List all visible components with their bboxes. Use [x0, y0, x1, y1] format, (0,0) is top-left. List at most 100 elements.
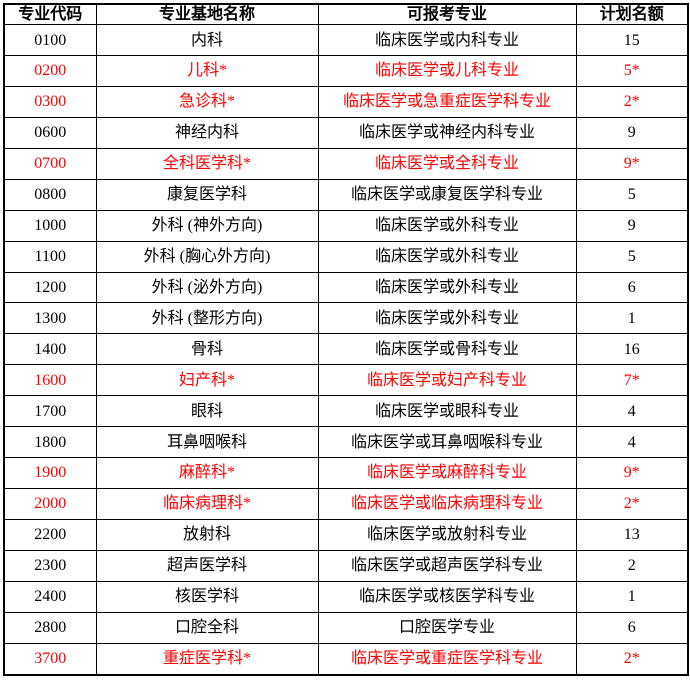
base-name-cell: 麻醉科*	[95, 457, 319, 490]
specialty-code-cell: 0800	[3, 178, 97, 211]
specialty-code-cell: 1700	[3, 395, 97, 428]
specialty-code-cell: 2300	[3, 549, 97, 582]
admission-quota-table: 专业代码 专业基地名称 可报考专业 计划名额 0100 内科 临床医学或内科专业…	[3, 3, 689, 676]
column-header-specialty-code: 专业代码	[3, 3, 97, 26]
table-row: 1200 外科 (泌外方向) 临床医学或外科专业 6	[3, 271, 689, 304]
eligible-major-cell: 临床医学或外科专业	[317, 271, 577, 304]
specialty-code-cell: 0300	[3, 86, 97, 118]
base-name-cell: 放射科	[95, 518, 319, 551]
planned-quota-cell: 2*	[575, 642, 689, 676]
eligible-major-cell: 临床医学或骨科专业	[317, 333, 577, 366]
column-header-base-name: 专业基地名称	[95, 3, 319, 26]
planned-quota-cell: 5*	[575, 55, 689, 88]
base-name-cell: 重症医学科*	[95, 642, 319, 676]
planned-quota-cell: 7*	[575, 364, 689, 397]
planned-quota-cell: 9*	[575, 147, 689, 180]
planned-quota-cell: 9*	[575, 457, 689, 490]
base-name-cell: 眼科	[95, 395, 319, 428]
planned-quota-cell: 16	[575, 333, 689, 366]
specialty-code-cell: 1300	[3, 302, 97, 335]
planned-quota-cell: 5	[575, 178, 689, 211]
table-row: 2800 口腔全科 口腔医学专业 6	[3, 611, 689, 644]
table-row: 0700 全科医学科* 临床医学或全科专业 9*	[3, 147, 689, 180]
eligible-major-cell: 临床医学或内科专业	[317, 24, 577, 57]
eligible-major-cell: 临床医学或儿科专业	[317, 55, 577, 88]
specialty-code-cell: 1000	[3, 209, 97, 242]
eligible-major-cell: 临床医学或放射科专业	[317, 518, 577, 551]
table-row: 2200 放射科 临床医学或放射科专业 13	[3, 518, 689, 551]
eligible-major-cell: 临床医学或外科专业	[317, 209, 577, 242]
specialty-code-cell: 1200	[3, 271, 97, 304]
planned-quota-cell: 4	[575, 426, 689, 459]
eligible-major-cell: 临床医学或临床病理科专业	[317, 488, 577, 520]
specialty-code-cell: 0700	[3, 147, 97, 180]
specialty-code-cell: 2000	[3, 488, 97, 520]
base-name-cell: 全科医学科*	[95, 147, 319, 180]
planned-quota-cell: 4	[575, 395, 689, 428]
base-name-cell: 外科 (胸心外方向)	[95, 240, 319, 273]
column-header-eligible-major: 可报考专业	[317, 3, 577, 26]
base-name-cell: 超声医学科	[95, 549, 319, 582]
planned-quota-cell: 2	[575, 549, 689, 582]
table-row: 1300 外科 (整形方向) 临床医学或外科专业 1	[3, 302, 689, 335]
specialty-code-cell: 2400	[3, 580, 97, 613]
eligible-major-cell: 临床医学或全科专业	[317, 147, 577, 180]
base-name-cell: 妇产科*	[95, 364, 319, 397]
table-row: 0800 康复医学科 临床医学或康复医学科专业 5	[3, 178, 689, 211]
base-name-cell: 骨科	[95, 333, 319, 366]
specialty-code-cell: 3700	[3, 642, 97, 676]
planned-quota-cell: 2*	[575, 488, 689, 520]
specialty-code-cell: 1800	[3, 426, 97, 459]
base-name-cell: 临床病理科*	[95, 488, 319, 520]
planned-quota-cell: 15	[575, 24, 689, 57]
eligible-major-cell: 临床医学或眼科专业	[317, 395, 577, 428]
planned-quota-cell: 9	[575, 116, 689, 149]
base-name-cell: 核医学科	[95, 580, 319, 613]
eligible-major-cell: 临床医学或外科专业	[317, 240, 577, 273]
eligible-major-cell: 临床医学或康复医学科专业	[317, 178, 577, 211]
base-name-cell: 神经内科	[95, 116, 319, 149]
eligible-major-cell: 临床医学或超声医学科专业	[317, 549, 577, 582]
table-row: 0200 儿科* 临床医学或儿科专业 5*	[3, 55, 689, 88]
table-row: 2400 核医学科 临床医学或核医学科专业 1	[3, 580, 689, 613]
table-row: 1000 外科 (神外方向) 临床医学或外科专业 9	[3, 209, 689, 242]
eligible-major-cell: 临床医学或神经内科专业	[317, 116, 577, 149]
table-row: 1700 眼科 临床医学或眼科专业 4	[3, 395, 689, 428]
specialty-code-cell: 0600	[3, 116, 97, 149]
base-name-cell: 外科 (整形方向)	[95, 302, 319, 335]
planned-quota-cell: 5	[575, 240, 689, 273]
table-row: 1400 骨科 临床医学或骨科专业 16	[3, 333, 689, 366]
base-name-cell: 康复医学科	[95, 178, 319, 211]
table-row: 1800 耳鼻咽喉科 临床医学或耳鼻咽喉科专业 4	[3, 426, 689, 459]
planned-quota-cell: 9	[575, 209, 689, 242]
specialty-code-cell: 1400	[3, 333, 97, 366]
base-name-cell: 急诊科*	[95, 86, 319, 118]
table-row: 1900 麻醉科* 临床医学或麻醉科专业 9*	[3, 457, 689, 490]
base-name-cell: 外科 (神外方向)	[95, 209, 319, 242]
eligible-major-cell: 临床医学或核医学科专业	[317, 580, 577, 613]
specialty-code-cell: 1600	[3, 364, 97, 397]
table-row: 3700 重症医学科* 临床医学或重症医学科专业 2*	[3, 642, 689, 676]
base-name-cell: 内科	[95, 24, 319, 57]
eligible-major-cell: 临床医学或重症医学科专业	[317, 642, 577, 676]
table-row: 1600 妇产科* 临床医学或妇产科专业 7*	[3, 364, 689, 397]
specialty-code-cell: 2200	[3, 518, 97, 551]
planned-quota-cell: 6	[575, 271, 689, 304]
eligible-major-cell: 临床医学或耳鼻咽喉科专业	[317, 426, 577, 459]
eligible-major-cell: 口腔医学专业	[317, 611, 577, 644]
table-row: 0600 神经内科 临床医学或神经内科专业 9	[3, 116, 689, 149]
table-body: 0100 内科 临床医学或内科专业 15 0200 儿科* 临床医学或儿科专业 …	[3, 24, 689, 676]
table-row: 2000 临床病理科* 临床医学或临床病理科专业 2*	[3, 488, 689, 520]
specialty-code-cell: 2800	[3, 611, 97, 644]
eligible-major-cell: 临床医学或麻醉科专业	[317, 457, 577, 490]
table-row: 2300 超声医学科 临床医学或超声医学科专业 2	[3, 549, 689, 582]
header-row: 专业代码 专业基地名称 可报考专业 计划名额	[3, 3, 689, 26]
planned-quota-cell: 6	[575, 611, 689, 644]
planned-quota-cell: 1	[575, 580, 689, 613]
table-row: 1100 外科 (胸心外方向) 临床医学或外科专业 5	[3, 240, 689, 273]
specialty-code-cell: 0100	[3, 24, 97, 57]
specialty-code-cell: 0200	[3, 55, 97, 88]
planned-quota-cell: 2*	[575, 86, 689, 118]
specialty-code-cell: 1100	[3, 240, 97, 273]
base-name-cell: 耳鼻咽喉科	[95, 426, 319, 459]
